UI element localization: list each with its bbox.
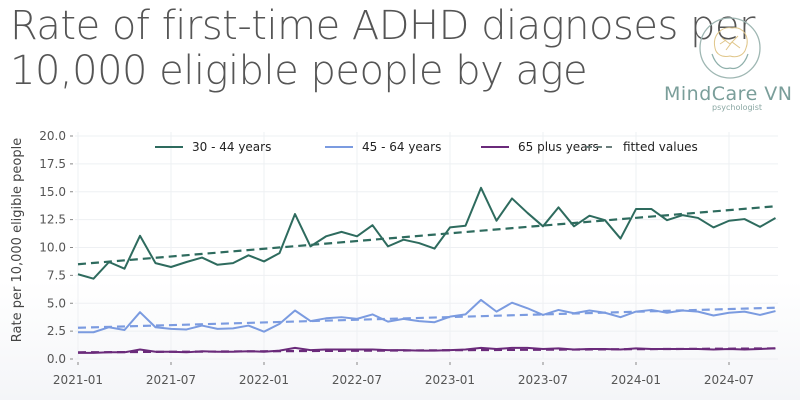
y-tick-label: 20.0: [39, 129, 66, 143]
y-tick-label: 5.0: [47, 296, 66, 310]
legend-label: 30 - 44 years: [192, 140, 271, 154]
y-tick-label: 7.5: [47, 268, 66, 282]
fitted-line-0: [77, 205, 776, 266]
title-line-1: Rate of first-time ADHD diagnoses per: [10, 3, 755, 49]
y-tick-label: 2.5: [47, 324, 66, 338]
grid: [75, 132, 778, 360]
legend-label: 45 - 64 years: [362, 140, 441, 154]
x-tick-label: 2022-07: [332, 373, 382, 387]
legend-label: fitted values: [623, 140, 698, 154]
x-tick-label: 2021-01: [53, 373, 103, 387]
fitted-line-1: [77, 306, 776, 329]
series-line-1: [78, 298, 776, 334]
y-axis-label: Rate per 10,000 eligible people: [10, 138, 25, 342]
legend-label: 65 plus years: [518, 140, 599, 154]
series-group: [77, 186, 776, 354]
y-tick-label: 0.0: [47, 352, 66, 366]
x-tick-label: 2022-01: [239, 373, 289, 387]
brain-hands-logo-icon: [699, 17, 761, 79]
series-line-0: [77, 186, 776, 280]
y-tick-label: 15.0: [39, 185, 66, 199]
x-tick-label: 2021-07: [146, 373, 196, 387]
y-tick-label: 10.0: [39, 241, 66, 255]
x-tick-label: 2023-01: [425, 373, 475, 387]
legend: 30 - 44 years 45 - 64 years 65 plus years f…: [155, 140, 698, 154]
x-tick-label: 2024-01: [611, 373, 661, 387]
x-axis: 2021-01 2021-07 2022-01 2022-07 2023-01 2023-…: [53, 362, 754, 387]
line-chart: 0.0 2.5 5.0 7.5 10.0 12.5 15.0 17.5 20.0 2021-01…: [10, 129, 778, 387]
title-line-2: 10,000 eligible people by age: [10, 48, 588, 94]
y-tick-label: 17.5: [39, 157, 66, 171]
x-tick-label: 2023-07: [518, 373, 568, 387]
logo-name: MindCare VN: [664, 83, 793, 105]
y-axis: 0.0 2.5 5.0 7.5 10.0 12.5 15.0 17.5 20.0: [39, 129, 73, 366]
series-line-2: [78, 346, 776, 354]
x-tick-label: 2024-07: [704, 373, 754, 387]
y-tick-label: 12.5: [39, 213, 66, 227]
logo-subtitle: psychologist: [712, 103, 763, 112]
chart-title: Rate of first-time ADHD diagnoses per 10…: [10, 4, 755, 94]
